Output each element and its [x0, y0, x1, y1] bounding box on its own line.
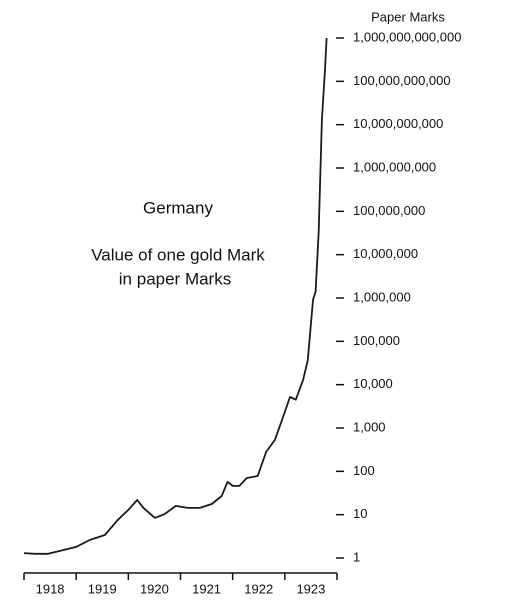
- y-tick-label: 100,000: [353, 333, 400, 348]
- y-tick-label: 10,000: [353, 376, 393, 391]
- y-tick-label: 10,000,000: [353, 246, 418, 261]
- y-axis-label: Paper Marks: [371, 9, 445, 24]
- y-tick-label: 1,000: [353, 419, 386, 434]
- x-tick-label: 1923: [296, 581, 325, 596]
- y-tick-label: 100,000,000: [353, 203, 425, 218]
- chart-subtitle: Value of one gold Mark: [91, 245, 265, 264]
- y-tick-label: 1,000,000: [353, 289, 411, 304]
- x-tick-label: 1920: [140, 581, 169, 596]
- y-tick-label: 1: [353, 549, 360, 564]
- y-tick-label: 10,000,000,000: [353, 116, 443, 131]
- chart-title: Germany: [143, 198, 213, 217]
- y-tick-label: 10: [353, 506, 367, 521]
- x-tick-label: 1921: [192, 581, 221, 596]
- chart-subtitle: in paper Marks: [119, 269, 231, 288]
- y-tick-label: 100: [353, 463, 375, 478]
- y-tick-label: 1,000,000,000: [353, 159, 436, 174]
- x-tick-label: 1919: [88, 581, 117, 596]
- y-tick-label: 100,000,000,000: [353, 73, 451, 88]
- x-tick-label: 1918: [36, 581, 65, 596]
- y-tick-label: 1,000,000,000,000: [353, 29, 461, 44]
- data-line: [23, 37, 328, 555]
- x-tick-label: 1922: [244, 581, 273, 596]
